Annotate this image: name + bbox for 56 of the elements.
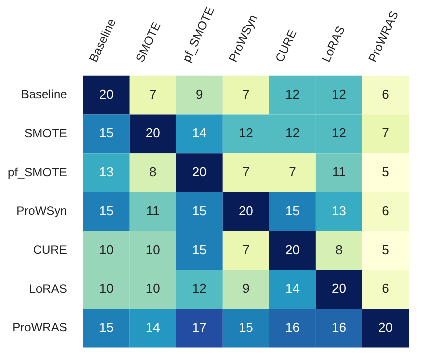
data-label: 12 (285, 86, 300, 102)
data-label: 6 (382, 281, 390, 296)
data-label: 10 (99, 242, 114, 258)
data-label: 15 (192, 203, 207, 218)
y-tick-label: ProWSyn (16, 204, 68, 218)
data-label: 11 (146, 203, 160, 218)
data-label: 7 (242, 164, 250, 180)
data-label: 10 (146, 242, 160, 258)
y-tick-label: ProWRAS (12, 320, 68, 335)
data-label: 7 (242, 86, 250, 102)
data-label: 13 (332, 203, 346, 218)
data-label: 15 (238, 320, 254, 335)
data-label: 20 (192, 164, 207, 180)
data-label: 16 (332, 320, 346, 335)
data-label: 9 (242, 281, 250, 296)
data-label: 6 (382, 86, 390, 102)
data-label: 12 (332, 86, 346, 102)
data-label: 14 (192, 126, 207, 141)
data-label: 9 (196, 86, 204, 102)
data-label: 15 (285, 203, 300, 218)
data-label: 10 (99, 281, 114, 296)
data-label: 14 (146, 320, 160, 335)
data-label: 15 (99, 203, 114, 218)
data-label: 13 (99, 164, 114, 180)
data-label: 12 (285, 126, 300, 141)
data-label: 6 (382, 203, 390, 218)
data-label: 14 (285, 281, 300, 296)
data-label: 5 (382, 164, 390, 180)
data-label: 15 (192, 242, 207, 258)
data-label: 7 (242, 242, 250, 258)
data-label: 15 (99, 126, 114, 141)
data-label: 15 (99, 320, 114, 335)
data-label: 11 (332, 164, 346, 180)
data-label: 20 (285, 242, 300, 258)
data-label: 8 (150, 164, 157, 180)
data-label: 8 (336, 242, 343, 258)
data-label: 10 (146, 281, 160, 296)
y-tick-label: SMOTE (24, 126, 68, 140)
y-tick-label: CURE (33, 242, 68, 257)
data-label: 20 (146, 126, 160, 141)
data-label: 5 (382, 242, 390, 258)
data-label: 20 (238, 203, 254, 218)
data-label: 12 (332, 126, 346, 141)
data-label: 16 (285, 320, 300, 335)
data-label: 7 (382, 126, 390, 141)
data-label: 7 (289, 164, 296, 180)
data-label: 12 (192, 281, 207, 296)
data-label: 20 (378, 320, 393, 335)
data-label: 7 (150, 86, 157, 102)
y-tick-label: Baseline (21, 88, 68, 102)
y-tick-label: pf_SMOTE (8, 165, 68, 180)
data-label: 20 (332, 281, 346, 296)
data-label: 17 (192, 320, 207, 335)
y-tick-label: LoRAS (29, 282, 68, 296)
data-label: 20 (99, 86, 114, 102)
data-label: 12 (238, 126, 254, 141)
